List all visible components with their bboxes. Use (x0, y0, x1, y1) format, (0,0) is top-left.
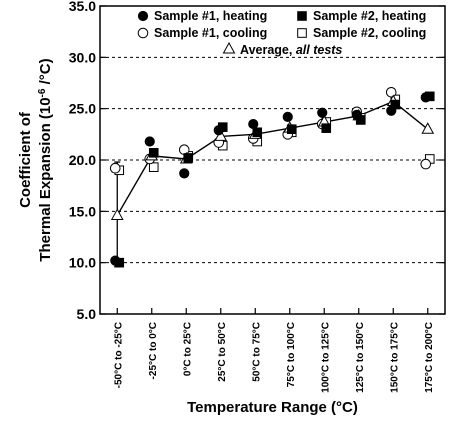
legend-label-average: Average, all tests (240, 43, 342, 57)
data-point (386, 105, 397, 116)
data-point (420, 92, 431, 103)
y-axis-title-superscript: -6 (37, 88, 48, 97)
data-point (109, 162, 121, 174)
y-tick-label: 30.0 (69, 49, 96, 65)
x-tick-label: -50°C to -25°C (113, 322, 124, 388)
x-tick-label: 100°C to 125°C (320, 322, 331, 393)
data-point (282, 111, 293, 122)
legend-marker (297, 11, 307, 21)
legend-marker (137, 10, 149, 22)
legend-label-average-italic: all tests (296, 43, 343, 57)
data-point (148, 148, 159, 158)
legend-marker (222, 41, 236, 54)
data-point (317, 107, 328, 118)
data-point (420, 158, 432, 170)
data-point (183, 153, 194, 163)
x-tick-label: 175°C to 200°C (424, 322, 435, 393)
data-point (286, 124, 297, 135)
x-tick-label: 75°C to 100°C (286, 322, 297, 387)
data-point (110, 208, 124, 220)
y-axis-title-prefix: Thermal Expansion (10 (37, 97, 54, 261)
data-point (214, 129, 228, 141)
data-point (148, 162, 159, 172)
legend-label: Sample #1, cooling (154, 26, 267, 40)
y-axis-title-suffix: /°C) (37, 58, 54, 88)
data-point (252, 127, 263, 138)
x-tick-label: 150°C to 175°C (389, 322, 400, 393)
legend-label: Sample #2, heating (313, 9, 426, 23)
data-point (248, 118, 259, 130)
legend-marker (137, 27, 149, 39)
y-tick-label: 20.0 (69, 152, 96, 168)
data-point (351, 109, 362, 120)
data-point (178, 144, 190, 156)
data-point (179, 168, 190, 179)
y-tick-label: 25.0 (69, 101, 96, 117)
data-point (110, 255, 121, 266)
x-tick-label: -25°C to 0°C (148, 322, 159, 379)
data-point (421, 122, 435, 134)
legend-label-average-prefix: Average, (240, 43, 296, 57)
legend-label: Sample #1, heating (154, 9, 267, 23)
legend-label: Sample #2, cooling (313, 26, 426, 40)
data-point (321, 123, 332, 133)
x-tick-label: 0°C to 25°C (182, 322, 193, 376)
y-axis-title-line1: Coefficient of (17, 111, 34, 208)
x-tick-label: 50°C to 75°C (251, 322, 262, 382)
data-point (213, 125, 224, 136)
x-axis-title: Temperature Range (°C) (187, 399, 358, 416)
y-tick-label: 5.0 (77, 306, 97, 322)
x-tick-label: 25°C to 50°C (217, 322, 228, 382)
average-line (116, 100, 429, 216)
y-tick-label: 10.0 (69, 255, 96, 271)
x-tick-label: 125°C to 150°C (355, 322, 366, 393)
y-axis-title-line2: Thermal Expansion (10-6 /°C) (37, 58, 55, 261)
data-point (385, 86, 397, 98)
y-tick-label: 35.0 (69, 0, 96, 14)
legend-marker (297, 28, 307, 38)
data-point (144, 136, 155, 147)
y-tick-label: 15.0 (69, 203, 96, 219)
